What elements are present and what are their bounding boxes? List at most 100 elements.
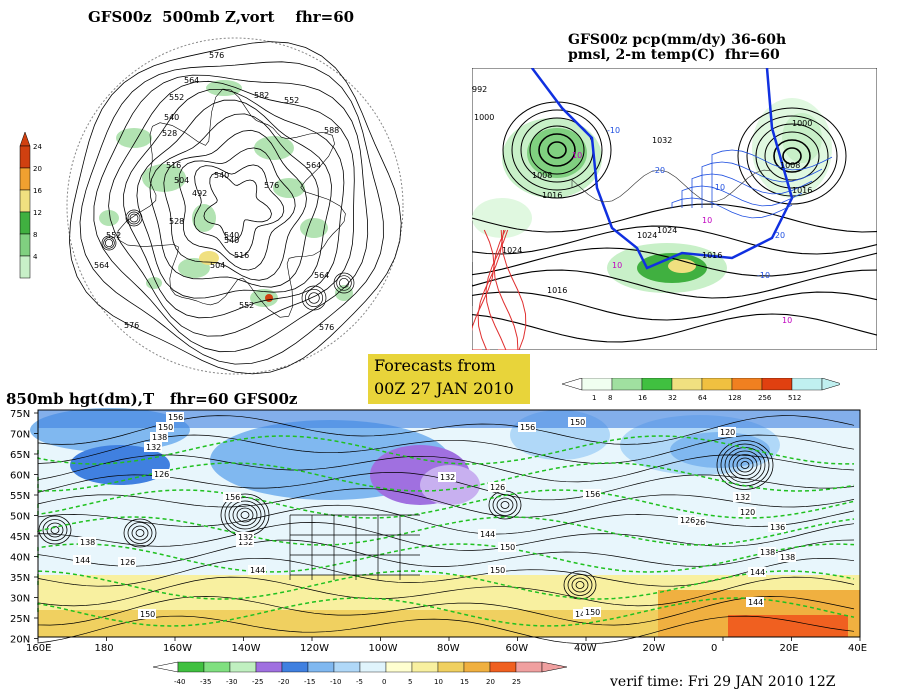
closed-low (304, 288, 324, 308)
isobar (755, 123, 829, 189)
height-contour (193, 164, 285, 258)
colorbar-label: 8 (33, 231, 37, 239)
height-contour (163, 129, 307, 281)
colorbar-swatch (489, 661, 517, 673)
label-bg (768, 522, 786, 532)
lon-label: 80W (437, 643, 460, 654)
height-contour (178, 147, 296, 271)
temp-contour (701, 161, 823, 208)
contour-label: 136 (770, 523, 785, 532)
panel2-label: 10 (572, 151, 582, 160)
panel2-label: 1024 (657, 226, 677, 235)
panel2-label: 1000 (792, 119, 812, 128)
closed-low (336, 275, 352, 291)
label-bg (78, 537, 96, 547)
lat-label: 35N (10, 573, 30, 584)
lon-label: 60W (506, 643, 529, 654)
label-bg (678, 515, 696, 525)
contour-label: 156 (225, 493, 240, 502)
colorbar-swatch (359, 661, 387, 673)
colorbar-label: -35 (200, 678, 211, 686)
height-contour (79, 61, 384, 365)
temp-area (420, 465, 480, 505)
colorbar-swatch (671, 378, 703, 391)
isobar (472, 225, 877, 255)
colorbar-swatch (411, 661, 439, 673)
colorbar-swatch (515, 661, 543, 673)
label-bg (152, 469, 170, 479)
contour-label: 138 (152, 433, 167, 442)
temp-contour (485, 229, 509, 350)
contour-label: 150 (140, 610, 155, 619)
colorbar-swatch (19, 189, 31, 213)
temp-contour (477, 229, 503, 350)
label-bg (478, 529, 496, 539)
label-bg (223, 492, 241, 502)
contour-label: 552 (169, 93, 184, 102)
contour-label: 528 (169, 217, 184, 226)
lon-label: 180 (95, 643, 114, 654)
isobar (472, 247, 877, 277)
lat-label: 70N (10, 430, 30, 441)
contour-label: 126 (680, 516, 695, 525)
contour-label: 138 (760, 548, 775, 557)
panel2-label: 10 (612, 261, 622, 270)
contour-label: 540 (224, 236, 239, 245)
colorbar-arrow (19, 131, 31, 147)
colorbar-label: 64 (698, 394, 707, 402)
panel2-label: -10 (712, 183, 725, 192)
closed-system (240, 511, 250, 519)
isobar (472, 203, 877, 233)
contour-label: 132 (238, 533, 253, 542)
label-bg (746, 597, 764, 607)
isobar (547, 141, 567, 159)
contour-label: 552 (284, 96, 299, 105)
colorbar-label: 24 (33, 143, 42, 151)
colorbar-swatch (731, 378, 763, 391)
height-contour (37, 596, 855, 626)
contour-label: 564 (314, 271, 329, 280)
colorbar-label: 16 (33, 187, 42, 195)
height-contour (37, 576, 855, 607)
contour-label: 120 (720, 428, 735, 437)
forecast-init-box: Forecasts from 00Z 27 JAN 2010 (368, 354, 530, 404)
label-bg (718, 427, 736, 437)
closed-low (101, 235, 117, 251)
contour-label: 150 (500, 543, 515, 552)
contour-label: 564 (184, 76, 199, 85)
colorbar-arrow (561, 378, 583, 391)
colorbar-swatch (19, 145, 31, 169)
contour-label: 516 (166, 161, 181, 170)
precip-area (782, 113, 822, 163)
closed-system (42, 519, 68, 541)
lon-label: 20W (643, 643, 666, 654)
temp-band (728, 615, 848, 637)
colorbar-swatch (641, 378, 673, 391)
colorbar-label: 25 (512, 678, 521, 686)
lat-label: 50N (10, 512, 30, 523)
colorbar-swatch (19, 255, 31, 279)
panel2-label: 992 (472, 85, 487, 94)
isobar (737, 107, 847, 205)
height-contour (37, 615, 855, 645)
closed-system (736, 457, 754, 473)
contour-label: 504 (174, 176, 189, 185)
colorbar-swatch (437, 661, 465, 673)
contour-label: 150 (585, 608, 600, 617)
vorticity-high-patch (199, 251, 219, 265)
colorbar-swatch (307, 661, 335, 673)
colorbar-label: 15 (460, 678, 469, 686)
isotherm (37, 597, 855, 627)
colorbar-swatch (333, 661, 361, 673)
colorbar-label: 0 (382, 678, 386, 686)
panel2-label: 1008 (532, 171, 552, 180)
panel2-label: -20 (652, 166, 665, 175)
temp-contour (501, 229, 527, 350)
label-bg (758, 547, 776, 557)
contour-label: 576 (124, 321, 139, 330)
colorbar-label: 20 (486, 678, 495, 686)
colorbar-label: 16 (638, 394, 647, 402)
lon-label: 160E (26, 643, 51, 654)
closed-low (104, 238, 114, 248)
